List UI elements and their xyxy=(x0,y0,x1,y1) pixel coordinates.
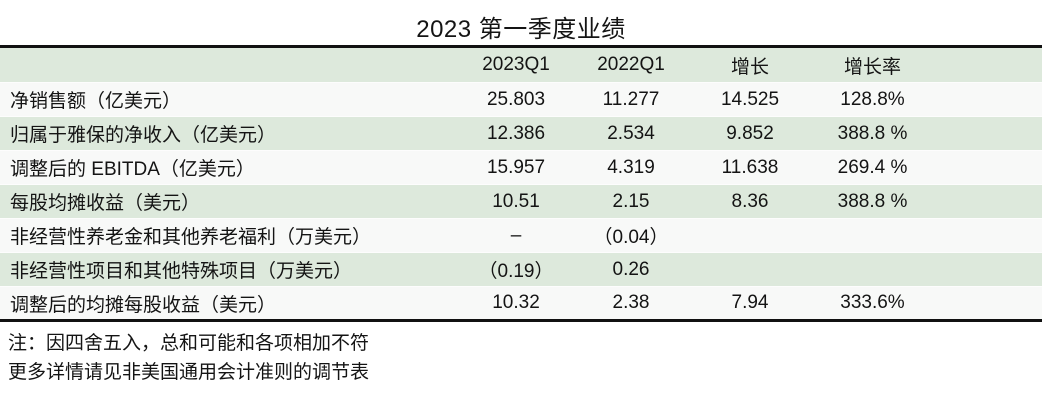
cell-2023q1: – xyxy=(510,224,522,246)
page-title: 2023 第一季度业绩 xyxy=(416,16,626,43)
quarterly-results-table: 2023Q1 2022Q1 增长 增长率 净销售额（亿美元） 25.803 11… xyxy=(0,45,1042,322)
row-label: 非经营性项目和其他特殊项目（万美元） xyxy=(10,261,353,282)
cell-growth-rate: 333.6% xyxy=(840,292,905,313)
row-label: 归属于雅保的净收入（亿美元） xyxy=(10,125,277,146)
cell-growth-rate xyxy=(810,253,935,287)
row-label: 非经营性养老金和其他养老福利（万美元） xyxy=(10,227,372,248)
cell-growth-rate xyxy=(810,219,935,253)
row-label: 调整后的均摊每股收益（美元） xyxy=(10,294,277,316)
row-label: 调整后的 EBITDA（亿美元） xyxy=(10,159,255,180)
cell-growth xyxy=(690,219,810,253)
table-row: 调整后的均摊每股收益（美元） 10.32 2.38 7.94 333.6% xyxy=(0,286,1042,321)
cell-growth-rate: 388.8 % xyxy=(837,190,908,212)
cell-growth: 7.94 xyxy=(731,292,769,313)
cell-growth-rate: 388.8 % xyxy=(837,122,908,144)
table-row: 归属于雅保的净收入（亿美元） 12.386 2.534 9.852 388.8 … xyxy=(0,116,1042,151)
cell-2022q1: 0.26 xyxy=(612,258,650,280)
cell-2022q1: （0.04） xyxy=(593,227,669,248)
cell-2022q1: 2.38 xyxy=(612,292,650,313)
cell-2023q1: 15.957 xyxy=(486,156,546,178)
row-label: 净销售额（亿美元） xyxy=(10,91,182,112)
cell-growth: 14.525 xyxy=(720,88,780,110)
cell-growth: 8.36 xyxy=(731,190,769,212)
cell-2022q1: 4.319 xyxy=(607,156,655,178)
column-header-growth: 增长 xyxy=(730,56,769,78)
cell-2022q1: 2.534 xyxy=(607,122,655,144)
footnote-non-gaap: 更多详情请见非美国通用会计准则的调节表 xyxy=(8,362,370,383)
cell-growth-rate: 269.4 % xyxy=(837,156,908,178)
column-header-spacer xyxy=(935,47,1042,83)
column-header-2023q1: 2023Q1 xyxy=(482,54,550,75)
cell-2023q1: 12.386 xyxy=(486,122,546,144)
table-row: 非经营性养老金和其他养老福利（万美元） – （0.04） xyxy=(0,218,1042,253)
cell-growth: 11.638 xyxy=(721,156,779,178)
column-header-metric xyxy=(0,47,460,83)
cell-2022q1: 2.15 xyxy=(612,190,650,212)
footnote-rounding: 注：因四舍五入，总和可能和各项相加不符 xyxy=(8,333,370,354)
table-row: 调整后的 EBITDA（亿美元） 15.957 4.319 11.638 269… xyxy=(0,150,1042,185)
cell-growth: 9.852 xyxy=(726,122,774,144)
table-header-row: 2023Q1 2022Q1 增长 增长率 xyxy=(0,46,1042,83)
column-header-growth-rate: 增长率 xyxy=(843,56,901,78)
cell-2023q1: 10.51 xyxy=(492,190,540,212)
table-row: 净销售额（亿美元） 25.803 11.277 14.525 128.8% xyxy=(0,82,1042,117)
cell-growth xyxy=(690,253,810,287)
cell-2023q1: 25.803 xyxy=(486,88,546,110)
column-header-2022q1: 2022Q1 xyxy=(597,54,665,75)
table-row: 每股均摊收益（美元） 10.51 2.15 8.36 388.8 % xyxy=(0,184,1042,219)
row-label: 每股均摊收益（美元） xyxy=(10,193,201,214)
cell-2022q1: 11.277 xyxy=(602,88,660,110)
table-row: 非经营性项目和其他特殊项目（万美元） （0.19） 0.26 xyxy=(0,252,1042,287)
cell-2023q1: （0.19） xyxy=(478,261,554,282)
footnotes: 注：因四舍五入，总和可能和各项相加不符 更多详情请见非美国通用会计准则的调节表 xyxy=(0,322,1042,387)
cell-2023q1: 10.32 xyxy=(492,292,540,313)
cell-growth-rate: 128.8% xyxy=(840,88,905,110)
